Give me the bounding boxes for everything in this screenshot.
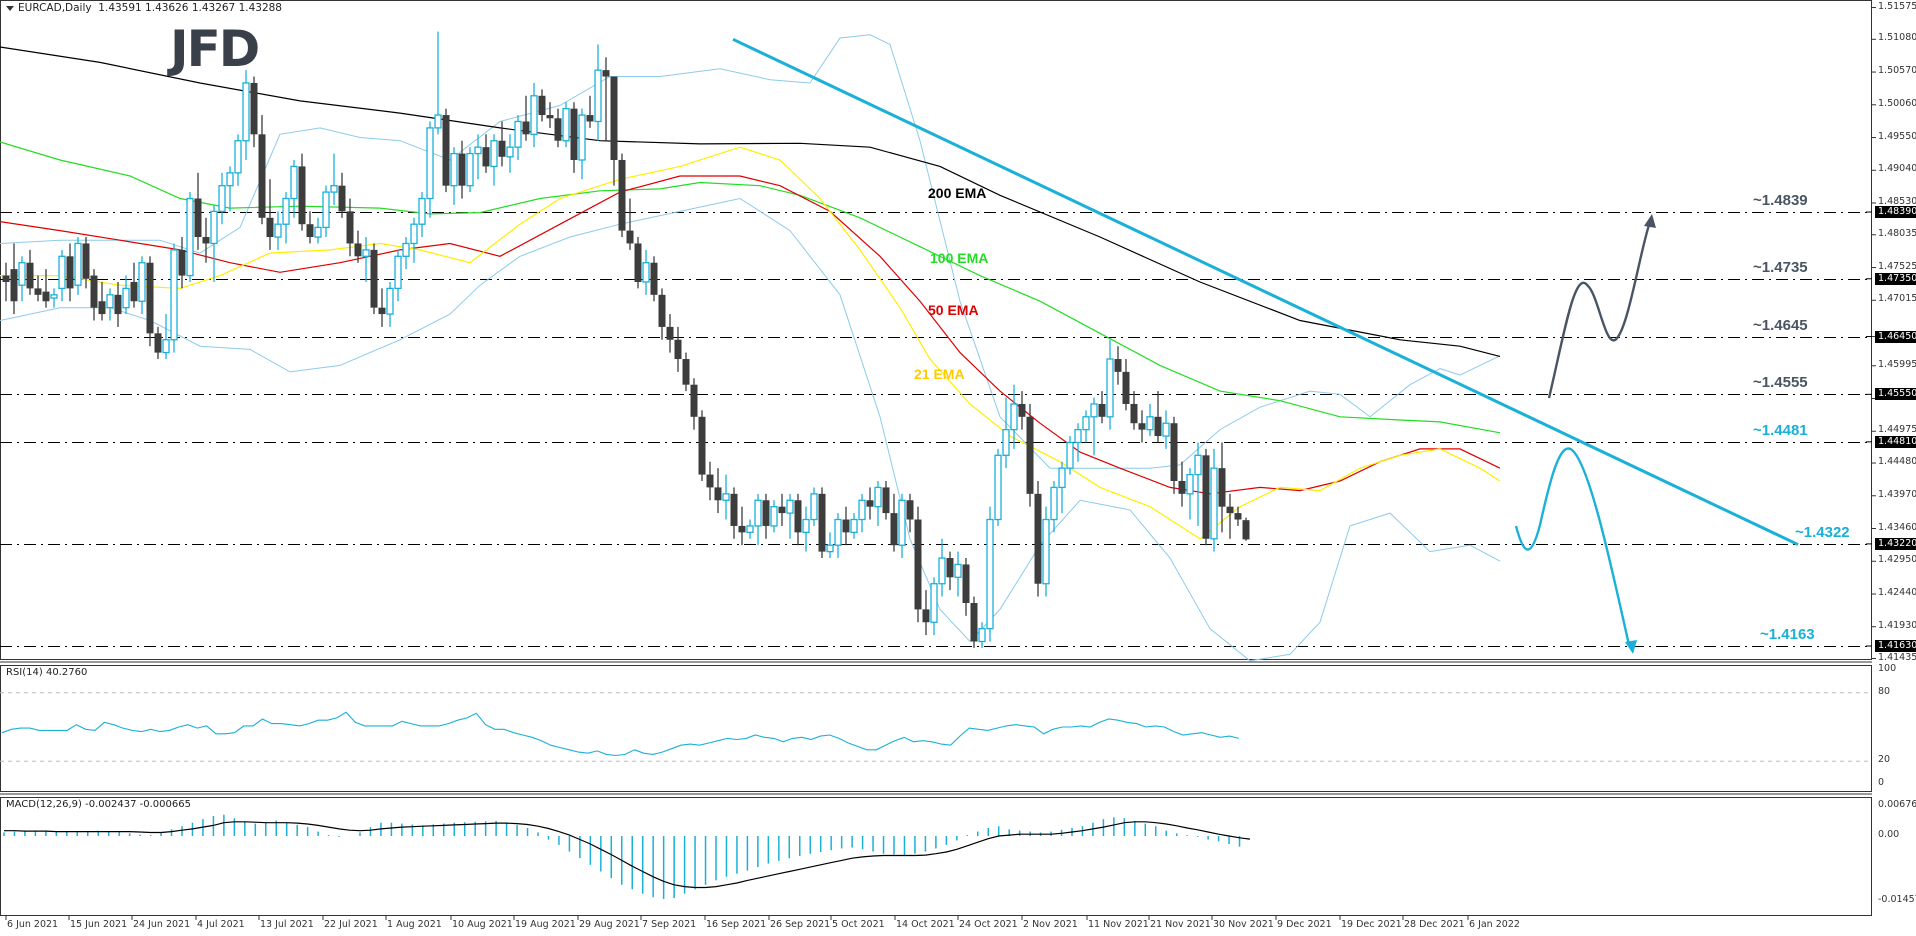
price-tick-label: 1.50060 xyxy=(1878,97,1916,109)
date-tick-label: 10 Aug 2021 xyxy=(452,919,513,930)
price-level-tag: 1.48390 xyxy=(1875,206,1916,218)
rsi-tick-label: 0 xyxy=(1878,777,1885,788)
price-tick-label: 1.48530 xyxy=(1878,196,1916,207)
price-tick-label: 1.44975 xyxy=(1878,424,1916,436)
level-label: ~1.4555 xyxy=(1753,373,1808,391)
jfd-logo: JFD xyxy=(170,20,260,78)
date-tick-label: 22 Jul 2021 xyxy=(324,919,378,930)
rsi-title: RSI(14) 40.2760 xyxy=(6,667,88,678)
price-tick-label: 1.43970 xyxy=(1878,488,1916,500)
price-tick-label: 1.48035 xyxy=(1878,227,1916,239)
date-tick-label: 30 Nov 2021 xyxy=(1213,919,1274,930)
price-tick-label: 1.45995 xyxy=(1878,358,1916,370)
price-tick-label: 1.41930 xyxy=(1878,619,1916,631)
main-pane-frame xyxy=(0,0,1872,660)
price-level-tag: 1.41630 xyxy=(1875,639,1916,652)
level-label: ~1.4645 xyxy=(1753,316,1808,334)
macd-pane-frame xyxy=(0,797,1872,916)
date-tick-label: 28 Dec 2021 xyxy=(1404,919,1465,930)
date-tick-label: 14 Oct 2021 xyxy=(896,919,955,930)
scenario-arrows xyxy=(1514,214,1656,654)
rsi-tick-label: 80 xyxy=(1878,685,1891,697)
price-level-tag: 1.46450 xyxy=(1875,330,1916,343)
level-label: ~1.4481 xyxy=(1753,421,1808,439)
rsi-tick-label: 20 xyxy=(1878,754,1891,766)
date-tick-label: 19 Dec 2021 xyxy=(1341,919,1402,930)
price-tick-label: 1.49550 xyxy=(1878,130,1916,142)
date-tick-label: 6 Jan 2022 xyxy=(1469,919,1520,930)
macd-title: MACD(12,26,9) -0.002437 -0.000665 xyxy=(6,799,191,810)
price-tick-label: 1.49040 xyxy=(1878,163,1916,175)
price-axis-ticks xyxy=(5,7,1876,920)
ema-label: 21 EMA xyxy=(914,366,965,382)
date-tick-label: 26 Sep 2021 xyxy=(770,919,831,930)
rsi-pane-frame xyxy=(0,665,1872,792)
price-level-tag: 1.47350 xyxy=(1875,272,1916,285)
price-tick-label: 1.42440 xyxy=(1878,586,1916,598)
date-tick-label: 29 Aug 2021 xyxy=(579,919,640,930)
macd-tick-label: 0.006761 xyxy=(1878,799,1916,810)
macd-plot xyxy=(3,814,1251,900)
ema-label: 200 EMA xyxy=(928,185,987,201)
price-tick-label: 1.44480 xyxy=(1878,456,1916,468)
price-tick-label: 1.43460 xyxy=(1878,521,1916,533)
date-tick-label: 6 Jun 2021 xyxy=(7,919,59,930)
date-tick-label: 11 Nov 2021 xyxy=(1088,919,1149,930)
date-tick-label: 19 Aug 2021 xyxy=(515,919,576,930)
date-tick-label: 16 Sep 2021 xyxy=(706,919,767,930)
dropdown-triangle-icon[interactable] xyxy=(6,5,14,11)
rsi-plot xyxy=(0,692,1872,762)
date-tick-label: 9 Dec 2021 xyxy=(1277,919,1332,930)
date-tick-label: 2 Nov 2021 xyxy=(1023,919,1078,930)
date-tick-label: 4 Jul 2021 xyxy=(197,919,245,930)
ema-label: 50 EMA xyxy=(928,302,979,318)
rsi-tick-label: 100 xyxy=(1878,663,1897,674)
price-tick-label: 1.47525 xyxy=(1878,260,1916,272)
date-tick-label: 21 Nov 2021 xyxy=(1150,919,1211,930)
level-label: ~1.4839 xyxy=(1753,191,1808,209)
date-tick-label: 13 Jul 2021 xyxy=(260,919,314,930)
date-tick-label: 1 Aug 2021 xyxy=(387,919,442,930)
support-resistance-levels xyxy=(0,212,1872,647)
date-tick-label: 7 Sep 2021 xyxy=(642,919,697,930)
price-tick-label: 1.51080 xyxy=(1878,32,1916,44)
date-tick-label: 5 Oct 2021 xyxy=(832,919,885,930)
level-label: ~1.4163 xyxy=(1760,625,1815,643)
price-level-tag: 1.43220 xyxy=(1875,537,1916,550)
date-tick-label: 15 Jun 2021 xyxy=(70,919,128,930)
macd-tick-label: -0.014578 xyxy=(1878,893,1916,905)
ohlc-values: 1.43591 1.43626 1.43267 1.43288 xyxy=(98,2,282,14)
price-level-tag: 1.45550 xyxy=(1875,388,1916,401)
symbol-label: EURCAD,Daily xyxy=(18,2,92,14)
date-tick-label: 24 Jun 2021 xyxy=(133,919,191,930)
level-label: ~1.4322 xyxy=(1795,523,1850,541)
price-tick-label: 1.51575 xyxy=(1878,0,1916,12)
downtrend-line xyxy=(732,37,1799,546)
level-label: ~1.4735 xyxy=(1753,258,1808,276)
price-tick-label: 1.47015 xyxy=(1878,293,1916,305)
ema-lines xyxy=(0,46,1501,540)
price-tick-label: 1.41435 xyxy=(1878,651,1916,663)
ema-label: 100 EMA xyxy=(930,250,989,266)
chart-header: EURCAD,Daily 1.43591 1.43626 1.43267 1.4… xyxy=(6,2,282,14)
bollinger-bands xyxy=(0,34,1501,662)
date-tick-label: 24 Oct 2021 xyxy=(959,919,1018,930)
price-tick-label: 1.50570 xyxy=(1878,65,1916,77)
price-level-tag: 1.44810 xyxy=(1875,435,1916,448)
price-tick-label: 1.42950 xyxy=(1878,554,1916,566)
macd-tick-label: 0.00 xyxy=(1878,829,1900,840)
candlesticks xyxy=(2,31,1250,648)
